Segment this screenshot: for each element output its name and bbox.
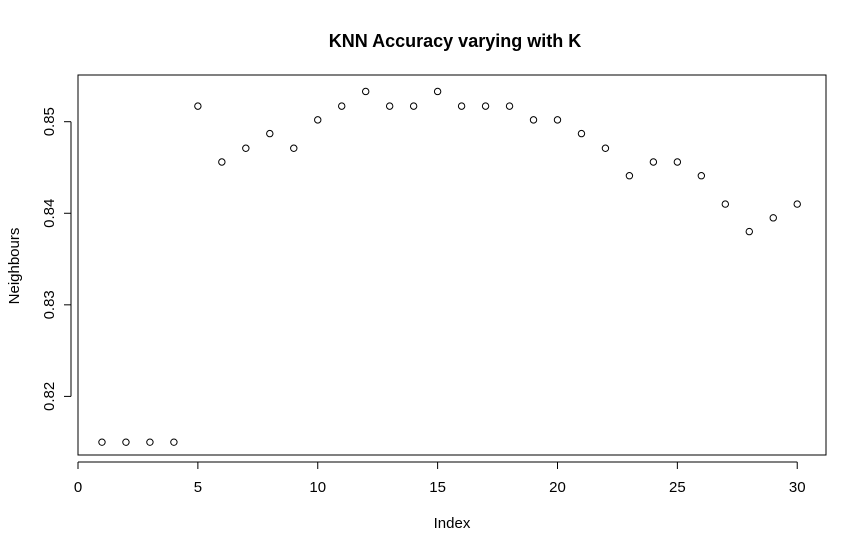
data-point — [457, 102, 466, 110]
data-point — [146, 438, 154, 446]
data-point — [433, 87, 442, 96]
data-point — [601, 144, 610, 152]
y-tick-label: 0.83 — [41, 290, 58, 319]
data-point — [409, 102, 418, 110]
data-point — [385, 102, 394, 110]
y-axis: 0.82 0.83 0.84 0.85 — [41, 107, 72, 411]
data-point — [170, 438, 178, 446]
data-point — [290, 144, 298, 152]
x-axis: 0 5 10 15 20 25 30 — [74, 461, 806, 496]
x-tick-label: 0 — [74, 479, 82, 496]
y-tick-label: 0.85 — [41, 107, 58, 136]
data-point — [673, 158, 682, 166]
x-tick-label: 10 — [309, 479, 326, 496]
x-axis-label: Index — [434, 515, 471, 532]
data-point — [218, 158, 226, 166]
x-tick-label: 20 — [549, 479, 566, 496]
data-point — [122, 438, 130, 446]
data-point — [769, 214, 777, 222]
data-point — [793, 200, 801, 208]
chart-title: KNN Accuracy varying with K — [329, 31, 581, 51]
y-tick-label: 0.82 — [41, 382, 58, 411]
data-point — [505, 102, 514, 110]
x-tick-label: 25 — [669, 479, 686, 496]
data-point — [553, 116, 562, 124]
data-point — [98, 438, 106, 446]
data-point — [745, 227, 753, 236]
data-point — [625, 172, 634, 180]
data-point — [314, 116, 322, 124]
data-point — [697, 172, 706, 180]
data-point — [338, 102, 346, 110]
y-axis-label: Neighbours — [6, 228, 23, 305]
data-point — [361, 87, 370, 96]
x-tick-label: 5 — [194, 479, 202, 496]
data-point — [266, 129, 274, 138]
y-tick-label: 0.84 — [41, 199, 58, 228]
data-point — [721, 200, 730, 208]
plot-frame — [77, 74, 827, 456]
data-point — [529, 116, 538, 124]
data-points — [98, 87, 801, 446]
data-point — [242, 144, 250, 152]
x-tick-label: 15 — [429, 479, 446, 496]
data-point — [577, 129, 586, 138]
data-point — [194, 102, 202, 110]
data-point — [649, 158, 658, 166]
data-point — [481, 102, 490, 110]
x-tick-label: 30 — [789, 479, 806, 496]
